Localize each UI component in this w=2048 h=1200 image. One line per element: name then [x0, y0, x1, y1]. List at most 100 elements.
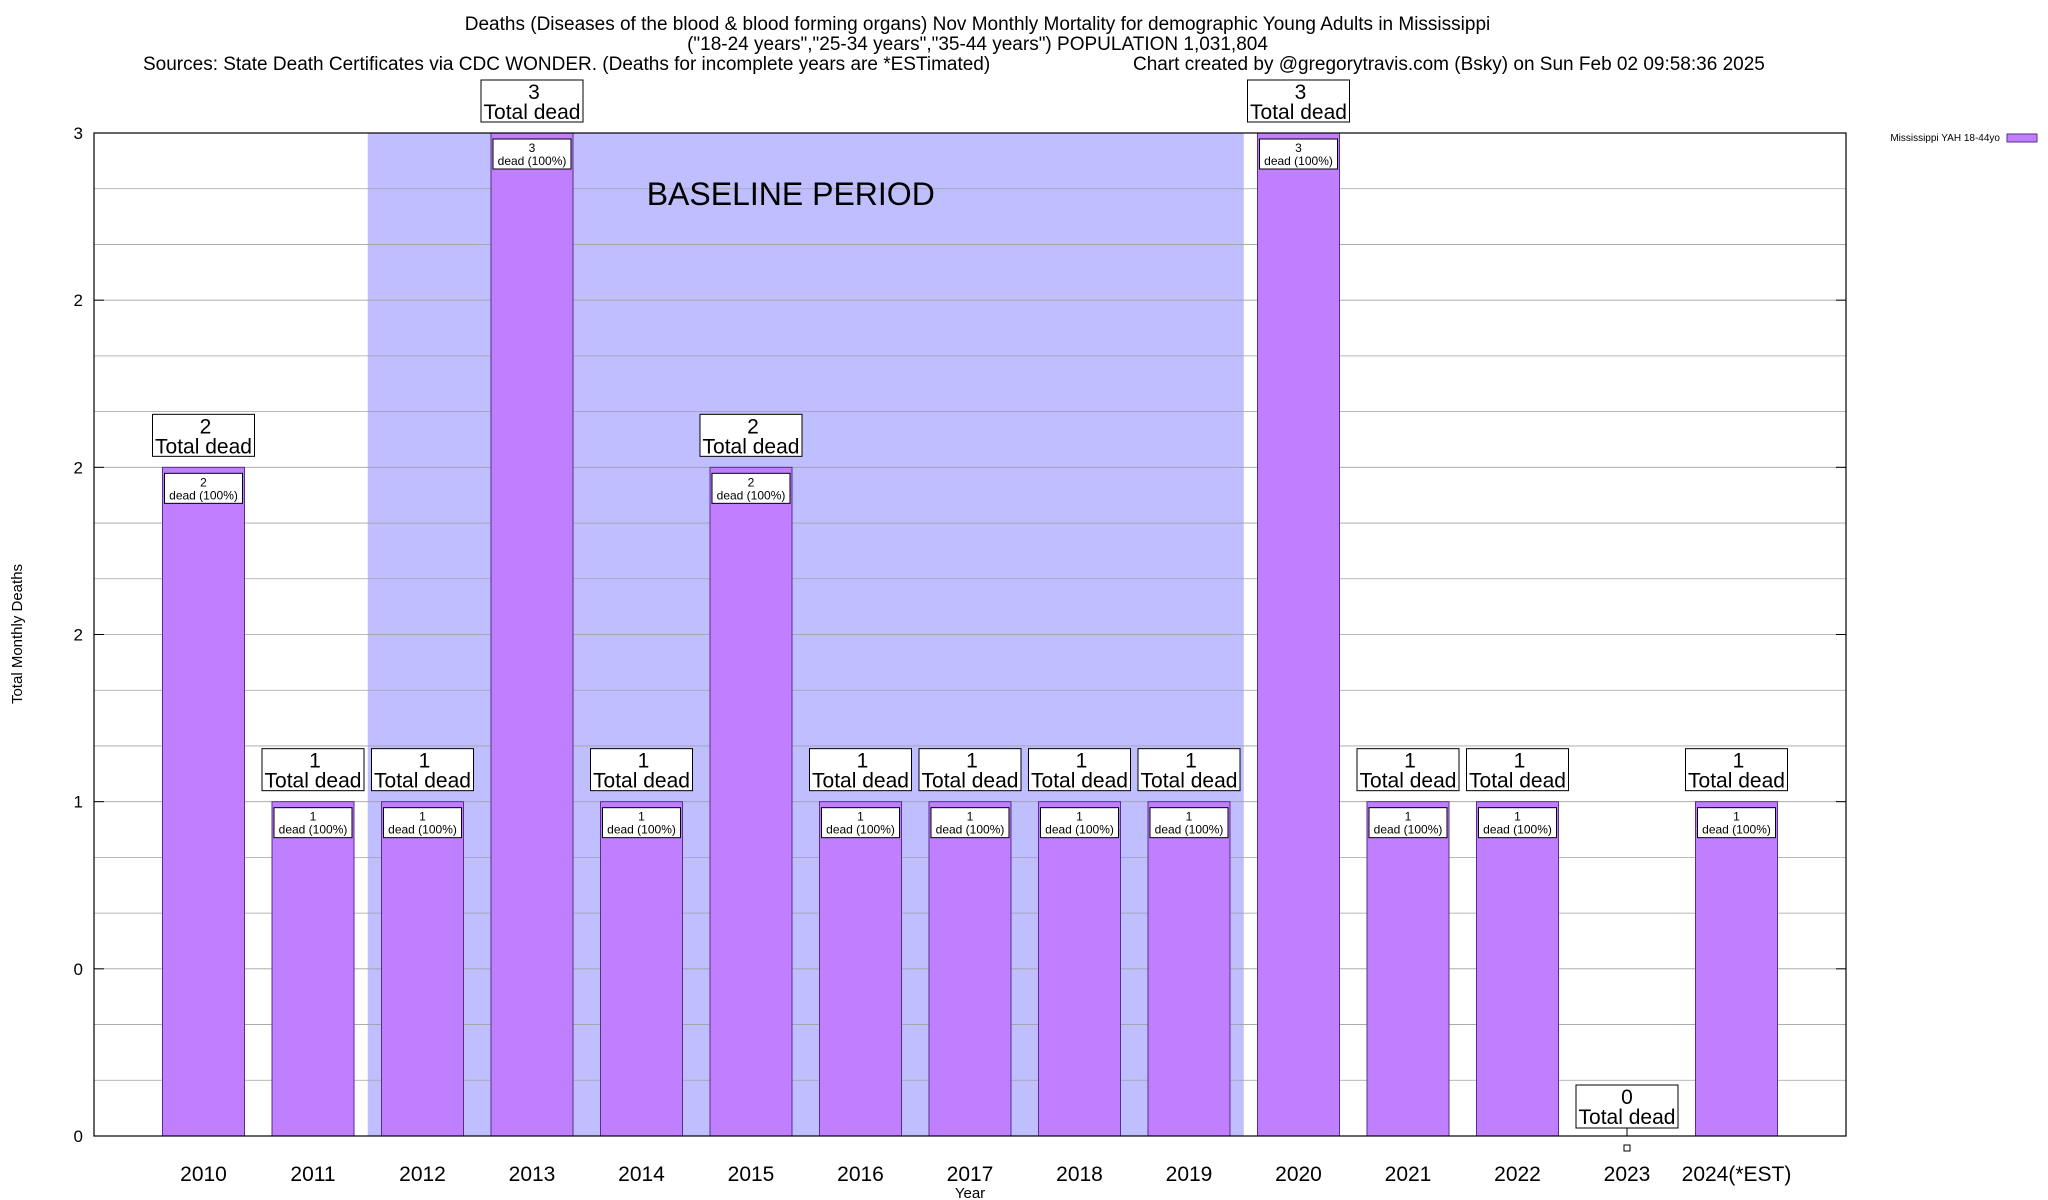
bar — [1147, 801, 1231, 1137]
total-dead-label: Total dead — [265, 770, 362, 793]
total-count-label: 1 — [309, 750, 321, 773]
segment-percent-label: dead (100%) — [826, 823, 895, 837]
bar — [1257, 132, 1340, 1137]
segment-count-label: 1 — [1076, 810, 1083, 824]
total-dead-label: Total dead — [1250, 101, 1347, 124]
total-dead-label: Total dead — [1031, 770, 1128, 793]
total-label-box — [480, 79, 584, 123]
segment-label-box — [1368, 807, 1448, 839]
x-tick-label: 2011 — [290, 1163, 335, 1186]
total-count-label: 2 — [200, 415, 212, 438]
segment-label-box — [821, 807, 900, 839]
total-dead-label: Total dead — [155, 435, 252, 458]
y-tick-label: 0 — [74, 1127, 83, 1146]
segment-label-box — [602, 807, 681, 839]
total-label-box — [1466, 748, 1569, 792]
x-tick-label: 2024(*EST) — [1682, 1163, 1792, 1186]
credit-note: Chart created by @gregorytravis.com (Bsk… — [1133, 54, 1765, 75]
total-count-label: 3 — [528, 81, 540, 104]
segment-percent-label: dead (100%) — [498, 154, 567, 168]
total-count-label: 1 — [419, 750, 431, 773]
x-tick-label: 2018 — [1056, 1163, 1103, 1186]
total-dead-label: Total dead — [1141, 770, 1238, 793]
total-count-label: 1 — [966, 750, 978, 773]
segment-percent-label: dead (100%) — [717, 488, 786, 502]
bar — [1476, 801, 1559, 1137]
total-label-box — [1247, 79, 1350, 123]
total-dead-label: Total dead — [1688, 770, 1785, 793]
total-dead-label: Total dead — [1579, 1106, 1676, 1129]
bar — [1695, 801, 1778, 1137]
total-dead-label: Total dead — [703, 435, 800, 458]
segment-label-box — [1149, 807, 1229, 839]
bar — [1038, 801, 1121, 1137]
total-count-label: 1 — [638, 750, 650, 773]
segment-count-label: 3 — [529, 141, 536, 155]
x-tick-label: 2010 — [180, 1163, 227, 1186]
segment-percent-label: dead (100%) — [1045, 823, 1114, 837]
total-count-label: 1 — [1733, 750, 1745, 773]
total-count-label: 2 — [747, 415, 759, 438]
segment-count-label: 3 — [1295, 141, 1302, 155]
bar — [490, 132, 574, 1137]
segment-count-label: 1 — [638, 810, 645, 824]
total-label-box — [1137, 748, 1241, 792]
y-tick-label: 2 — [74, 291, 83, 310]
chart-subtitle: ("18-24 years","25-34 years","35-44 year… — [687, 34, 1268, 55]
bar — [1366, 801, 1450, 1137]
total-dead-label: Total dead — [484, 101, 581, 124]
bar — [271, 801, 355, 1137]
total-label-box — [1575, 1084, 1679, 1129]
total-count-label: 1 — [1514, 750, 1526, 773]
segment-label-box — [383, 807, 462, 839]
total-label-box — [152, 413, 255, 457]
total-label-box — [918, 748, 1022, 792]
segment-percent-label: dead (100%) — [1155, 823, 1224, 837]
segment-label-box — [930, 807, 1010, 839]
segment-count-label: 2 — [748, 475, 755, 489]
y-tick-label: 3 — [74, 124, 83, 143]
x-tick-label: 2023 — [1604, 1163, 1651, 1186]
total-label-box — [261, 748, 365, 792]
total-dead-label: Total dead — [922, 770, 1019, 793]
x-tick-label: 2014 — [618, 1163, 665, 1186]
total-label-box — [1356, 748, 1460, 792]
segment-percent-label: dead (100%) — [279, 823, 348, 837]
total-dead-label: Total dead — [1360, 770, 1457, 793]
total-label-box — [590, 748, 693, 792]
y-tick-label: 1 — [74, 793, 83, 812]
segment-percent-label: dead (100%) — [936, 823, 1005, 837]
x-tick-label: 2020 — [1275, 1163, 1322, 1186]
segment-label-box — [273, 807, 353, 839]
total-count-label: 3 — [1295, 81, 1307, 104]
x-tick-label: 2022 — [1494, 1163, 1541, 1186]
segment-count-label: 1 — [857, 810, 864, 824]
segment-count-label: 1 — [1733, 810, 1740, 824]
y-tick-label: 2 — [74, 458, 83, 477]
segment-count-label: 2 — [200, 475, 207, 489]
segment-percent-label: dead (100%) — [1483, 823, 1552, 837]
segment-label-box — [1259, 138, 1338, 170]
total-dead-label: Total dead — [374, 770, 471, 793]
y-tick-label: 2 — [74, 626, 83, 645]
baseline-label: BASELINE PERIOD — [647, 176, 935, 212]
sources-note: Sources: State Death Certificates via CD… — [143, 54, 991, 75]
bar — [819, 801, 902, 1137]
segment-label-box — [711, 472, 791, 504]
bar — [709, 466, 793, 1137]
segment-label-box — [1040, 807, 1119, 839]
segment-count-label: 1 — [1514, 810, 1521, 824]
bar — [381, 801, 464, 1137]
bar — [600, 801, 683, 1137]
segment-percent-label: dead (100%) — [1702, 823, 1771, 837]
bar — [928, 801, 1012, 1137]
bar — [162, 466, 245, 1137]
segment-percent-label: dead (100%) — [607, 823, 676, 837]
x-tick-label: 2016 — [837, 1163, 884, 1186]
legend-swatch — [2006, 133, 2038, 143]
total-dead-label: Total dead — [1469, 770, 1566, 793]
total-label-box — [809, 748, 912, 792]
total-label-box — [371, 748, 474, 792]
